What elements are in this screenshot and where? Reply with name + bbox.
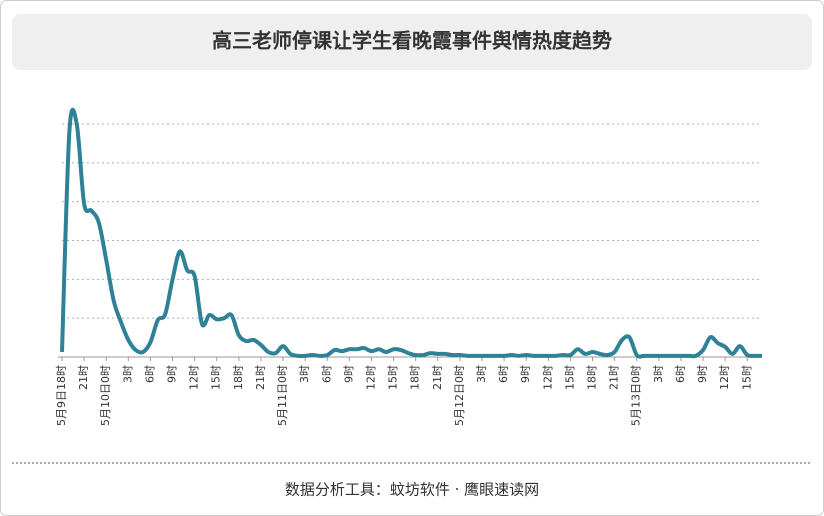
- x-tick-label: 5月10日0时: [99, 365, 112, 426]
- x-tick-label: 3时: [121, 365, 134, 383]
- x-tick-label: 18时: [586, 365, 599, 390]
- x-tick-label: 21时: [77, 365, 90, 390]
- title-box: [12, 14, 812, 70]
- x-tick-label: 5月13日0时: [630, 365, 643, 426]
- x-tick-label: 15时: [210, 365, 223, 390]
- chart-title: 高三老师停课让学生看晚霞事件舆情热度趋势: [212, 29, 612, 53]
- x-tick-label: 18时: [409, 365, 422, 390]
- x-tick-label: 18时: [232, 365, 245, 390]
- x-tick-label: 9时: [342, 365, 355, 383]
- x-tick-label: 15时: [740, 365, 753, 390]
- x-tick-label: 21时: [608, 365, 621, 390]
- x-tick-label: 12时: [364, 365, 377, 390]
- x-tick-label: 3时: [475, 365, 488, 383]
- x-tick-label: 6时: [674, 365, 687, 383]
- x-tick-label: 5月12日0时: [453, 365, 466, 426]
- x-tick-label: 6时: [497, 365, 510, 383]
- x-tick-label: 9时: [696, 365, 709, 383]
- x-tick-label: 5月11日0时: [276, 365, 289, 426]
- x-tick-label: 5月9日18时: [55, 365, 68, 426]
- x-tick-label: 21时: [254, 365, 267, 390]
- x-tick-label: 3时: [652, 365, 665, 383]
- x-tick-label: 9时: [519, 365, 532, 383]
- footer: 数据分析工具：蚊坊软件 · 鹰眼速读网: [285, 481, 539, 499]
- x-tick-label: 12时: [541, 365, 554, 390]
- x-tick-label: 15时: [563, 365, 576, 390]
- x-tick-label: 12时: [718, 365, 731, 390]
- x-tick-label: 9时: [166, 365, 179, 383]
- x-tick-label: 6时: [320, 365, 333, 383]
- x-tick-label: 15时: [387, 365, 400, 390]
- x-tick-label: 21时: [431, 365, 444, 390]
- x-tick-label: 6时: [143, 365, 156, 383]
- x-tick-label: 12时: [188, 365, 201, 390]
- x-tick-label: 3时: [298, 365, 311, 383]
- line: [60, 107, 763, 359]
